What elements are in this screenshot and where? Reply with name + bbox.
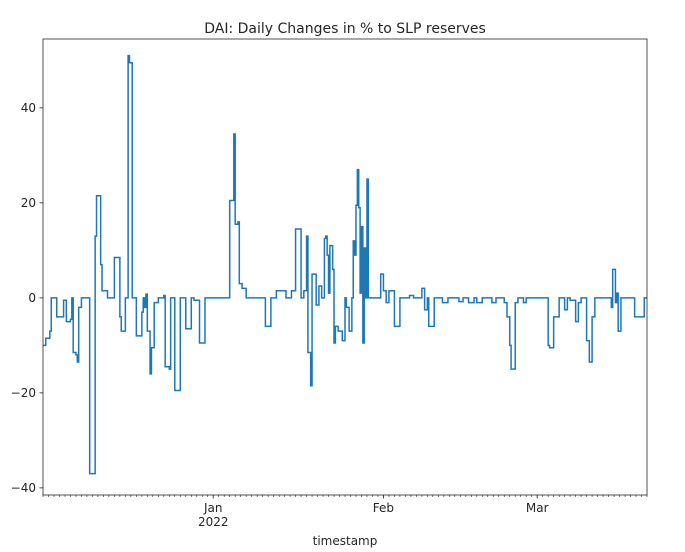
- plot-frame: [42, 38, 648, 496]
- x-tick-sublabel: 2022: [198, 515, 229, 529]
- series-line: [43, 54, 647, 475]
- y-tick-label: 0: [28, 291, 36, 305]
- y-tick-label: 20: [21, 196, 36, 210]
- y-tick-label: −20: [11, 386, 36, 400]
- chart-title: DAI: Daily Changes in % to SLP reserves: [204, 21, 486, 37]
- x-axis-title: timestamp: [313, 534, 378, 548]
- y-tick-label: −40: [11, 481, 36, 495]
- plot-area: [43, 54, 647, 475]
- y-axis: −40 −20 0 20 40: [11, 101, 43, 495]
- x-tick-label: Jan: [203, 501, 223, 515]
- x-tick-label: Feb: [373, 501, 394, 515]
- y-tick-label: 40: [21, 101, 36, 115]
- x-tick-label: Mar: [526, 501, 549, 515]
